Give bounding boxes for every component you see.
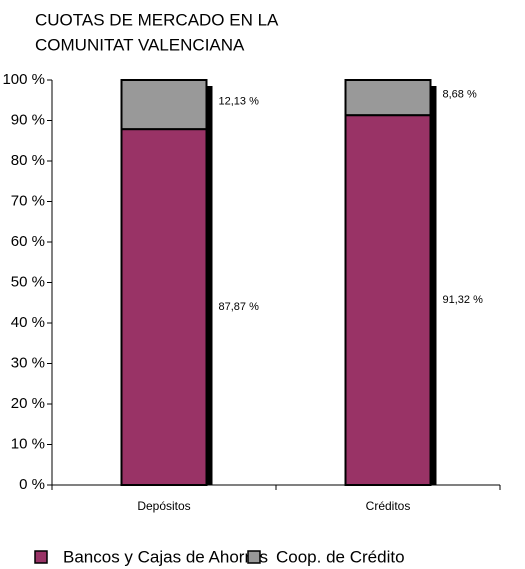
- y-tick-label: 60 %: [11, 233, 45, 250]
- y-tick-label: 40 %: [11, 314, 45, 331]
- y-tick-label: 20 %: [11, 395, 45, 412]
- chart-title: CUOTAS DE MERCADO EN LA: [35, 10, 279, 29]
- legend-label: Coop. de Crédito: [276, 547, 405, 566]
- value-label: 87,87 %: [219, 301, 260, 313]
- value-label: 8,68 %: [443, 88, 477, 100]
- x-tick-label: Depósitos: [137, 499, 190, 513]
- legend-swatch: [247, 550, 261, 564]
- legend-label: Bancos y Cajas de Ahorros: [63, 547, 268, 566]
- y-tick-label: 70 %: [11, 192, 45, 209]
- value-label: 12,13 %: [219, 95, 260, 107]
- x-tick-label: Créditos: [366, 499, 411, 513]
- bar-segment: [344, 79, 432, 117]
- legend-swatch: [34, 550, 48, 564]
- bar-segment: [344, 114, 432, 487]
- value-label: 91,32 %: [443, 294, 484, 306]
- bar-segment: [120, 79, 208, 131]
- y-tick-label: 10 %: [11, 435, 45, 452]
- chart-title: COMUNITAT VALENCIANA: [35, 35, 245, 54]
- y-tick-label: 80 %: [11, 152, 45, 169]
- y-tick-label: 90 %: [11, 111, 45, 128]
- y-tick-label: 30 %: [11, 354, 45, 371]
- y-tick-label: 0 %: [19, 476, 45, 493]
- y-tick-label: 100 %: [2, 71, 45, 88]
- bar-segment: [120, 128, 208, 486]
- y-tick-label: 50 %: [11, 273, 45, 290]
